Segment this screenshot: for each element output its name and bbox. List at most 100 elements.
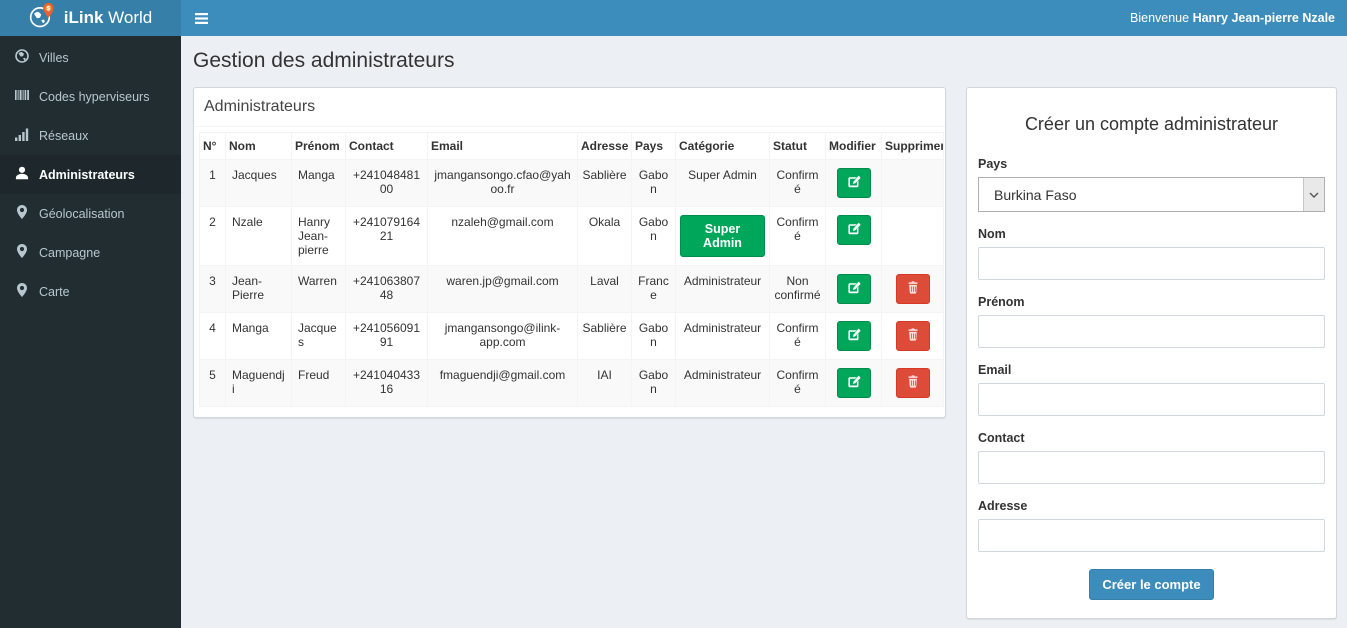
sidebar-item-codes-hyperviseurs[interactable]: Codes hyperviseurs — [0, 77, 181, 116]
cell-contact: +24104848100 — [345, 159, 428, 207]
cell-statut: Confirmé — [769, 312, 826, 360]
firstname-label: Prénom — [978, 295, 1025, 309]
cell-email: fmaguendji@gmail.com — [427, 359, 578, 407]
col-header-num: N° — [199, 132, 226, 160]
cell-prenom: Jacques — [291, 312, 346, 360]
cell-statut: Confirmé — [769, 359, 826, 407]
top-navbar: $ iLink World Bienvenue Hanry Jean-pierr… — [0, 0, 1347, 36]
sidebar: Villes Codes hyperviseurs Réseaux Admini… — [0, 36, 181, 628]
edit-button[interactable] — [836, 168, 871, 198]
svg-text:$: $ — [46, 5, 50, 12]
navbar-main: Bienvenue Hanry Jean-pierre Nzale — [181, 0, 1347, 36]
delete-button[interactable] — [895, 274, 930, 304]
cell-email: nzaleh@gmail.com — [427, 206, 578, 266]
cell-num: 4 — [199, 312, 226, 360]
edit-button[interactable] — [836, 274, 871, 304]
administrators-panel: Administrateurs N° Nom Prénom Contact — [193, 87, 946, 418]
col-header-prenom: Prénom — [291, 132, 346, 160]
create-admin-form-panel: Créer un compte administrateur Pays Burk… — [966, 87, 1337, 619]
cell-prenom: Manga — [291, 159, 346, 207]
edit-pencil-icon — [847, 281, 861, 298]
name-field[interactable] — [978, 247, 1325, 280]
edit-button[interactable] — [836, 215, 871, 245]
cell-email: jmangansongo@ilink-app.com — [427, 312, 578, 360]
cell-categorie: Administrateur — [675, 359, 770, 407]
sidebar-item-label: Campagne — [39, 245, 101, 260]
col-header-nom: Nom — [225, 132, 292, 160]
cell-prenom: Warren — [291, 265, 346, 313]
edit-button[interactable] — [836, 368, 871, 398]
cell-modifier — [825, 359, 882, 407]
sidebar-item-geolocalisation[interactable]: Géolocalisation — [0, 194, 181, 233]
sidebar-item-campagne[interactable]: Campagne — [0, 233, 181, 272]
sidebar-item-reseaux[interactable]: Réseaux — [0, 116, 181, 155]
cell-num: 3 — [199, 265, 226, 313]
sidebar-item-label: Géolocalisation — [39, 206, 125, 221]
delete-button[interactable] — [895, 368, 930, 398]
cell-supprimer — [881, 359, 944, 407]
cell-adresse: Laval — [577, 265, 632, 313]
sidebar-item-label: Villes — [39, 50, 69, 65]
sidebar-item-villes[interactable]: Villes — [0, 38, 181, 77]
cell-modifier — [825, 312, 882, 360]
cell-pays: France — [631, 265, 676, 313]
map-marker-icon — [15, 283, 29, 300]
cell-adresse: Sablière — [577, 159, 632, 207]
country-select[interactable]: Burkina Faso — [978, 177, 1325, 212]
cell-modifier — [825, 206, 882, 266]
cell-statut: Confirmé — [769, 159, 826, 207]
table-row: 1 Jacques Manga +24104848100 jmangansong… — [199, 159, 944, 207]
cell-prenom: Hanry Jean-pierre — [291, 206, 346, 266]
col-header-contact: Contact — [345, 132, 428, 160]
address-label: Adresse — [978, 499, 1028, 513]
trash-icon — [907, 281, 919, 297]
col-header-modifier: Modifier — [825, 132, 882, 160]
email-field[interactable] — [978, 383, 1325, 416]
cell-categorie: Administrateur — [675, 265, 770, 313]
cell-supprimer — [881, 312, 944, 360]
cell-supprimer — [881, 265, 944, 313]
cell-modifier — [825, 159, 882, 207]
cell-pays: Gabon — [631, 359, 676, 407]
main-content: Gestion des administrateurs Administrate… — [181, 36, 1347, 619]
cell-modifier — [825, 265, 882, 313]
edit-pencil-icon — [847, 375, 861, 392]
col-header-adresse: Adresse — [577, 132, 632, 160]
cell-pays: Gabon — [631, 159, 676, 207]
create-account-button[interactable]: Créer le compte — [1089, 569, 1214, 600]
table-row: 5 Maguendji Freud +24104043316 fmaguendj… — [199, 359, 944, 407]
barcode-icon — [15, 88, 29, 105]
map-marker-icon — [15, 244, 29, 261]
sidebar-item-label: Carte — [39, 284, 70, 299]
cell-num: 1 — [199, 159, 226, 207]
hamburger-icon — [195, 12, 208, 24]
brand-name: iLink World — [63, 8, 153, 27]
sidebar-toggle-button[interactable] — [181, 0, 222, 36]
email-label: Email — [978, 363, 1012, 377]
user-icon — [15, 166, 29, 183]
brand-logo[interactable]: $ iLink World — [0, 0, 181, 36]
firstname-field[interactable] — [978, 315, 1325, 348]
cell-pays: Gabon — [631, 312, 676, 360]
cell-email: waren.jp@gmail.com — [427, 265, 578, 313]
col-header-supprimer: Supprimer — [881, 132, 944, 160]
form-title: Créer un compte administrateur — [1024, 114, 1279, 134]
cell-statut: Confirmé — [769, 206, 826, 266]
delete-button[interactable] — [895, 321, 930, 351]
cell-categorie: Super Admin — [675, 206, 770, 266]
sidebar-item-carte[interactable]: Carte — [0, 272, 181, 311]
edit-button[interactable] — [836, 321, 871, 351]
cell-statut: Non confirmé — [769, 265, 826, 313]
address-field[interactable] — [978, 519, 1325, 552]
contact-label: Contact — [978, 431, 1025, 445]
cell-nom: Jacques — [225, 159, 292, 207]
cell-pays: Gabon — [631, 206, 676, 266]
contact-field[interactable] — [978, 451, 1325, 484]
sidebar-item-label: Codes hyperviseurs — [39, 89, 150, 104]
table-row: 2 Nzale Hanry Jean-pierre +24107916421 n… — [199, 206, 944, 266]
super-admin-badge-button[interactable]: Super Admin — [680, 215, 765, 257]
cell-prenom: Freud — [291, 359, 346, 407]
globe-pin-logo-icon: $ — [29, 2, 56, 34]
col-header-pays: Pays — [631, 132, 676, 160]
sidebar-item-administrateurs[interactable]: Administrateurs — [0, 155, 181, 194]
